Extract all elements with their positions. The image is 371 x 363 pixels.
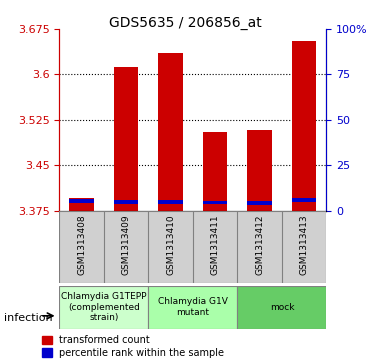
Bar <box>69 199 94 211</box>
Text: GSM1313411: GSM1313411 <box>211 214 220 275</box>
Bar <box>247 201 272 205</box>
Text: GSM1313413: GSM1313413 <box>300 214 309 275</box>
Bar <box>114 66 138 211</box>
Bar <box>247 130 272 211</box>
Bar <box>282 211 326 283</box>
Bar <box>292 41 316 211</box>
Bar <box>158 53 183 211</box>
Legend: transformed count, percentile rank within the sample: transformed count, percentile rank withi… <box>42 335 224 358</box>
Text: GSM1313410: GSM1313410 <box>166 214 175 275</box>
Text: GSM1313409: GSM1313409 <box>122 214 131 275</box>
Bar <box>237 211 282 283</box>
Text: GDS5635 / 206856_at: GDS5635 / 206856_at <box>109 16 262 30</box>
Bar <box>148 286 237 329</box>
Bar <box>292 199 316 202</box>
Text: GSM1313412: GSM1313412 <box>255 214 264 275</box>
Text: mock: mock <box>270 303 294 311</box>
Bar <box>69 199 94 203</box>
Bar <box>114 200 138 204</box>
Bar <box>158 200 183 204</box>
Bar <box>59 286 148 329</box>
Bar <box>237 286 326 329</box>
Bar <box>148 211 193 283</box>
Bar <box>104 211 148 283</box>
Text: Chlamydia G1TEPP
(complemented
strain): Chlamydia G1TEPP (complemented strain) <box>61 292 147 322</box>
Text: GSM1313408: GSM1313408 <box>77 214 86 275</box>
Bar <box>203 132 227 211</box>
Text: infection: infection <box>4 313 52 323</box>
Bar <box>59 211 104 283</box>
Bar <box>193 211 237 283</box>
Text: Chlamydia G1V
mutant: Chlamydia G1V mutant <box>158 297 228 317</box>
Bar <box>203 201 227 204</box>
